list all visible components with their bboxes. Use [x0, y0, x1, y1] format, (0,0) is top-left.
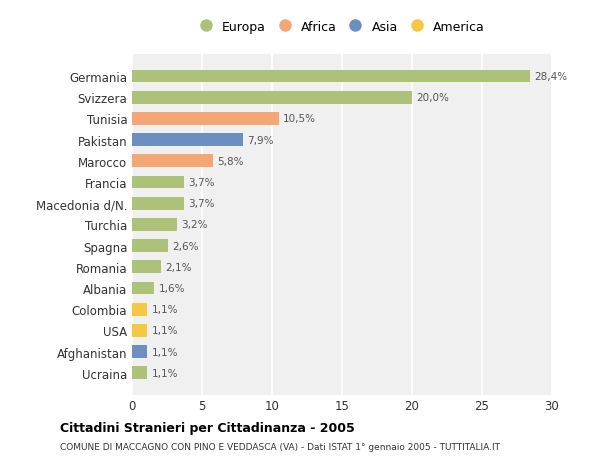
Text: 28,4%: 28,4%	[534, 72, 567, 82]
Text: 10,5%: 10,5%	[283, 114, 316, 124]
Text: 3,2%: 3,2%	[181, 220, 208, 230]
Text: 5,8%: 5,8%	[217, 157, 244, 167]
Bar	[132, 261, 161, 274]
Text: 20,0%: 20,0%	[416, 93, 449, 103]
Bar	[132, 197, 184, 210]
Bar	[132, 71, 530, 83]
Text: 7,9%: 7,9%	[247, 135, 274, 146]
Bar	[132, 176, 184, 189]
Text: 1,1%: 1,1%	[152, 368, 178, 378]
Bar	[132, 92, 412, 104]
Text: 1,1%: 1,1%	[152, 347, 178, 357]
Bar	[132, 282, 154, 295]
Bar	[132, 325, 148, 337]
Bar	[132, 303, 148, 316]
Text: 1,6%: 1,6%	[158, 283, 185, 293]
Text: 2,6%: 2,6%	[173, 241, 199, 251]
Bar	[132, 367, 148, 379]
Bar	[132, 240, 169, 252]
Text: 1,1%: 1,1%	[152, 326, 178, 336]
Bar	[132, 218, 177, 231]
Text: 3,7%: 3,7%	[188, 199, 215, 209]
Legend: Europa, Africa, Asia, America: Europa, Africa, Asia, America	[196, 17, 488, 38]
Text: 1,1%: 1,1%	[152, 304, 178, 314]
Text: 2,1%: 2,1%	[166, 262, 192, 272]
Bar	[132, 113, 279, 125]
Text: 3,7%: 3,7%	[188, 178, 215, 188]
Text: Cittadini Stranieri per Cittadinanza - 2005: Cittadini Stranieri per Cittadinanza - 2…	[60, 421, 355, 434]
Text: COMUNE DI MACCAGNO CON PINO E VEDDASCA (VA) - Dati ISTAT 1° gennaio 2005 - TUTTI: COMUNE DI MACCAGNO CON PINO E VEDDASCA (…	[60, 442, 500, 451]
Bar	[132, 134, 242, 147]
Bar	[132, 346, 148, 358]
Bar	[132, 155, 213, 168]
